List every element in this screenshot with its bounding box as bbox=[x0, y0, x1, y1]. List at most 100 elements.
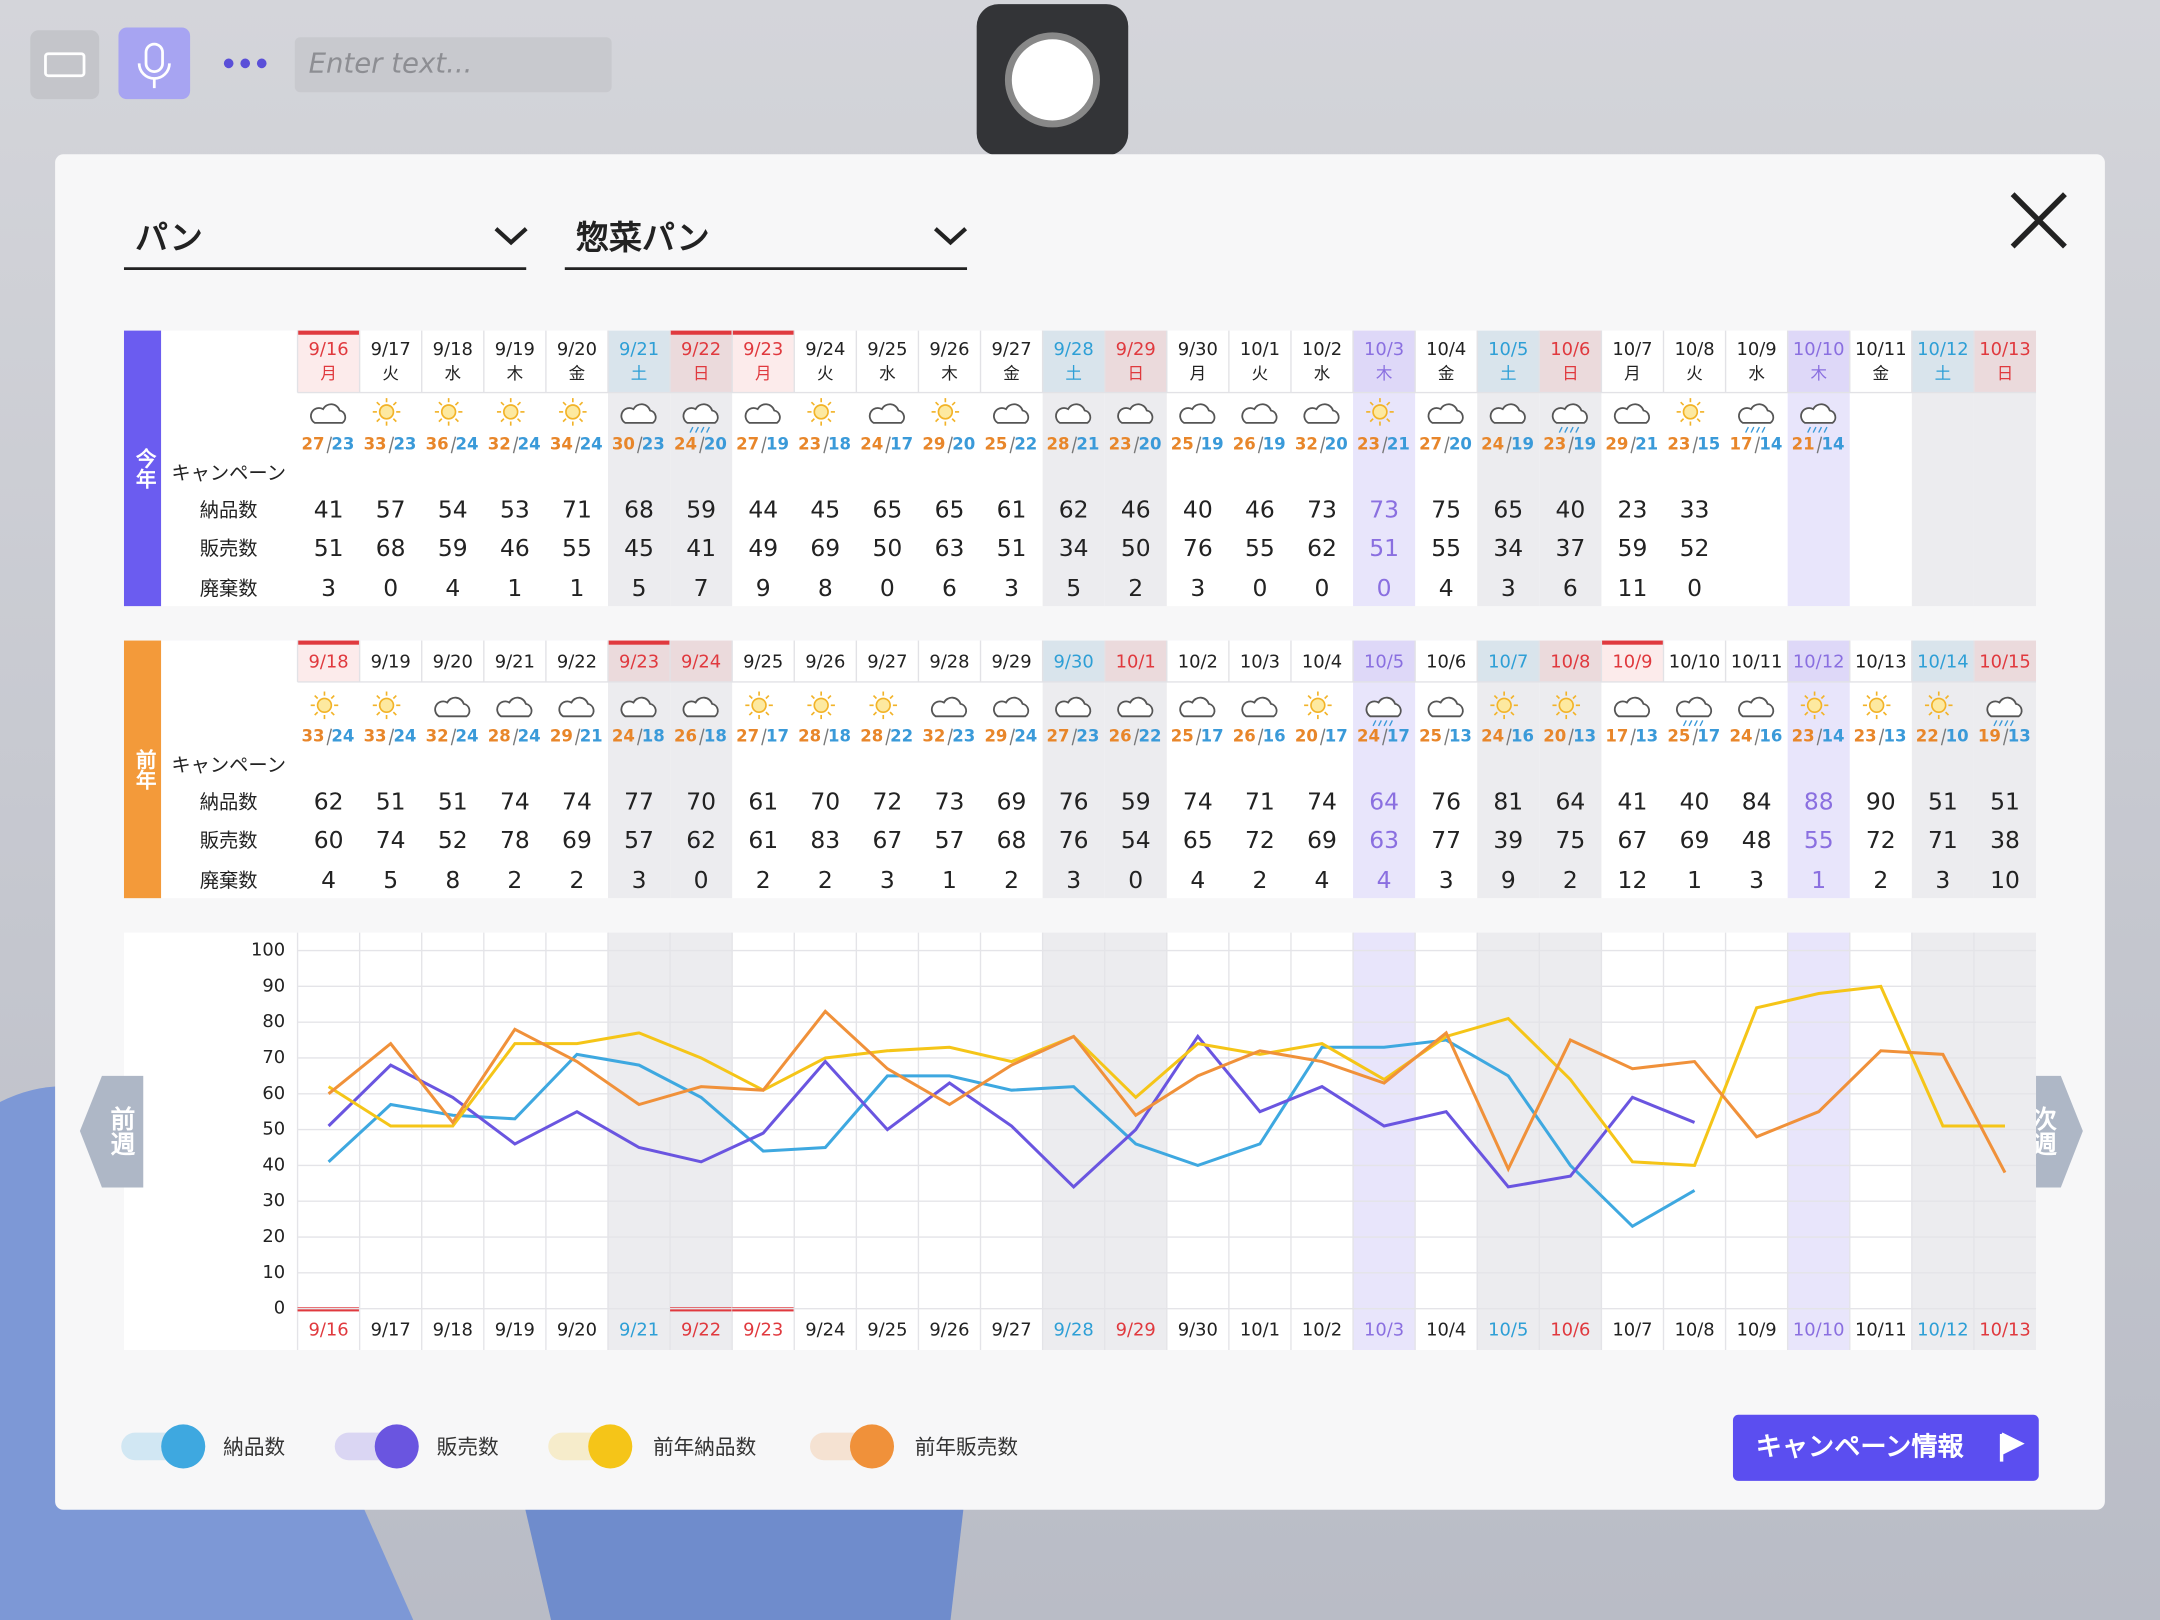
date-label: 10/2 bbox=[1178, 652, 1218, 673]
date-label: 10/5 bbox=[1364, 652, 1404, 673]
weather-rain bbox=[1569, 426, 1574, 433]
weather-sun-ray bbox=[314, 711, 319, 716]
weekday-label: 火 bbox=[1252, 364, 1269, 383]
table-value: 0 bbox=[1687, 574, 1702, 602]
temp-low: 14 bbox=[1759, 434, 1782, 453]
table-value: 2 bbox=[756, 866, 771, 894]
weather-rain bbox=[1818, 426, 1823, 433]
weather-sun-ray bbox=[765, 711, 770, 716]
weather-sun-ray bbox=[1572, 711, 1577, 716]
weather-sun bbox=[1806, 697, 1823, 714]
more-button[interactable] bbox=[223, 58, 267, 69]
table-value: 70 bbox=[810, 788, 840, 816]
weather-rain bbox=[1383, 720, 1388, 727]
weekday-label: 水 bbox=[1748, 364, 1765, 383]
campaign-button[interactable] bbox=[1732, 1414, 2039, 1481]
column-shade bbox=[1973, 330, 2037, 607]
select-chevron bbox=[494, 227, 528, 246]
temp-separator bbox=[1382, 436, 1388, 454]
temp-high: 29 bbox=[1605, 434, 1628, 453]
row-label: 廃棄数 bbox=[200, 577, 258, 600]
temp-low: 20 bbox=[704, 434, 727, 453]
column-shade bbox=[1787, 932, 1850, 1350]
temp-low: 13 bbox=[1573, 726, 1596, 745]
temp-high: 25 bbox=[984, 434, 1007, 453]
table-value: 76 bbox=[1183, 534, 1213, 562]
table-value: 3 bbox=[1501, 574, 1516, 602]
category-select[interactable]: パン bbox=[135, 218, 203, 257]
prev-week-button[interactable] bbox=[79, 1075, 144, 1188]
weather-cloud bbox=[1427, 403, 1464, 424]
date-cell-tint bbox=[1911, 640, 1974, 682]
temp-low: 21 bbox=[1635, 434, 1658, 453]
table-value: 55 bbox=[1431, 534, 1461, 562]
temp-low: 23 bbox=[952, 726, 975, 745]
weather-rain bbox=[1823, 426, 1828, 433]
holiday-bar bbox=[297, 1307, 360, 1312]
legend-toggle-knob[interactable] bbox=[849, 1424, 895, 1469]
temp-high: 23 bbox=[1109, 434, 1132, 453]
table-value: 3 bbox=[1935, 866, 1950, 894]
legend-label: 前年販売数 bbox=[915, 1435, 1019, 1459]
weather-sun-ray bbox=[1386, 401, 1391, 406]
weekday-label: 木 bbox=[1810, 364, 1827, 383]
temp-high: 24 bbox=[1730, 726, 1753, 745]
legend-toggle-knob[interactable] bbox=[588, 1424, 633, 1469]
weather-sun-ray bbox=[1680, 401, 1685, 406]
weather-cloud bbox=[744, 403, 781, 424]
date-cell-tint bbox=[1353, 640, 1416, 682]
temp-high: 34 bbox=[550, 434, 573, 453]
table-value: 3 bbox=[1749, 866, 1764, 894]
date-cell-tint bbox=[1787, 330, 1850, 393]
table-value: 50 bbox=[872, 534, 902, 562]
column-shade bbox=[670, 932, 733, 1350]
table-value: 7 bbox=[694, 574, 709, 602]
temp-separator bbox=[1630, 728, 1636, 746]
table-value: 2 bbox=[1563, 866, 1578, 894]
table-value: 74 bbox=[1307, 788, 1337, 816]
x-tick-label: 9/21 bbox=[619, 1320, 659, 1341]
temp-high: 24 bbox=[1481, 434, 1504, 453]
column-shade bbox=[1042, 640, 1105, 899]
weather-sun-ray bbox=[438, 418, 443, 423]
text-input[interactable] bbox=[294, 37, 612, 93]
weekday-label: 木 bbox=[941, 364, 958, 383]
legend-toggle-knob[interactable] bbox=[161, 1424, 206, 1469]
temp-low: 17 bbox=[1697, 726, 1720, 745]
weather-cloud bbox=[1365, 696, 1402, 718]
temp-high: 27 bbox=[736, 434, 759, 453]
table-value: 51 bbox=[438, 788, 468, 816]
table-value: 61 bbox=[748, 826, 778, 854]
weekday-label: 金 bbox=[569, 364, 586, 383]
temp-high: 36 bbox=[426, 434, 449, 453]
keyboard-button[interactable] bbox=[30, 30, 100, 100]
weather-cloud bbox=[682, 403, 719, 424]
mic-button[interactable] bbox=[118, 27, 191, 100]
temp-separator bbox=[1816, 728, 1823, 746]
weather-sun-ray bbox=[872, 711, 878, 716]
table-value: 77 bbox=[1431, 826, 1461, 854]
y-tick-label: 10 bbox=[262, 1262, 285, 1283]
close-button[interactable] bbox=[2010, 192, 2067, 249]
temp-high: 25 bbox=[1419, 726, 1442, 745]
date-cell-tint bbox=[1787, 640, 1850, 682]
date-label: 10/9 bbox=[1737, 339, 1777, 360]
temp-low: 18 bbox=[828, 726, 851, 745]
temp-separator bbox=[1692, 728, 1698, 746]
date-label: 10/3 bbox=[1364, 339, 1404, 360]
weekday-label: 日 bbox=[693, 364, 710, 383]
x-tick-label: 9/17 bbox=[371, 1320, 411, 1341]
temp-separator bbox=[1195, 436, 1202, 454]
legend-toggle-knob[interactable] bbox=[374, 1424, 419, 1469]
subcategory-select[interactable]: 惣菜パン bbox=[576, 218, 710, 257]
weather-sun bbox=[1682, 404, 1699, 420]
temp-high: 27 bbox=[1047, 726, 1070, 745]
date-cell-tint bbox=[732, 330, 795, 393]
temp-high: 20 bbox=[1295, 726, 1318, 745]
table-value: 59 bbox=[686, 496, 716, 524]
legend-label: 前年納品数 bbox=[653, 1435, 757, 1459]
temp-high: 24 bbox=[1481, 726, 1504, 745]
weather-cloud bbox=[1117, 696, 1154, 718]
table-value: 72 bbox=[1245, 826, 1275, 854]
table-value: 74 bbox=[500, 788, 530, 816]
